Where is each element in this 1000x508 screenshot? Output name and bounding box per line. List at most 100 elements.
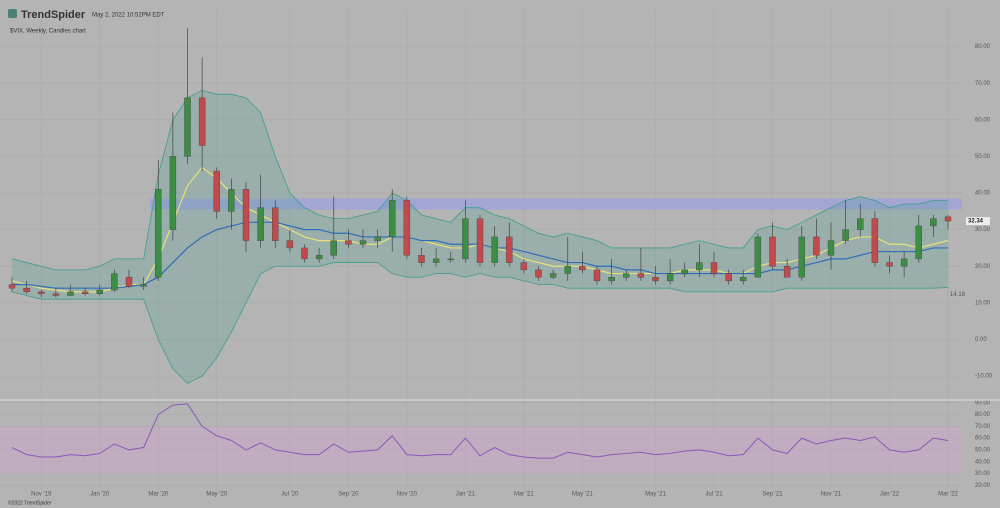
candle-body <box>725 273 732 282</box>
y-tick-label: 20.00 <box>975 483 991 489</box>
y-tick-label: 40.00 <box>975 191 991 197</box>
candle-body <box>915 225 922 260</box>
candle-body <box>696 262 703 271</box>
candle-body <box>871 218 879 263</box>
candle-body <box>623 273 630 278</box>
candle-body <box>257 207 264 241</box>
price-tag <box>966 217 990 226</box>
candle-body <box>198 97 206 146</box>
y-tick-label: 30.00 <box>975 471 991 477</box>
candle-body <box>418 255 425 263</box>
rsi-line <box>11 403 949 459</box>
x-tick-label: Mar '20 <box>148 492 168 498</box>
candle-body <box>374 236 381 241</box>
candle-body <box>710 262 718 274</box>
candle-body <box>330 240 337 256</box>
x-tick-label: Jan '21 <box>456 492 476 498</box>
y-tick-label: 50.00 <box>975 154 991 160</box>
candle-body <box>301 247 308 260</box>
y-tick-label: 40.00 <box>975 459 991 465</box>
x-tick-label: Jul '20 <box>281 492 299 498</box>
candle-body <box>96 289 103 294</box>
y-tick-label: 80.00 <box>975 44 991 50</box>
y-tick-label: 80.00 <box>975 412 991 418</box>
chart-title: $VIX, Weekly, Candles chart <box>10 29 86 35</box>
x-tick-label: Mar '21 <box>514 492 534 498</box>
y-tick-label: 30.00 <box>975 227 991 233</box>
candle-body <box>52 293 60 296</box>
candle-body <box>637 273 645 278</box>
candle-body <box>476 218 484 263</box>
x-tick-label: Jan '20 <box>90 492 110 498</box>
overlay-line <box>11 262 949 384</box>
y-tick-label: 20.00 <box>975 264 991 270</box>
candle-body <box>125 277 133 287</box>
y-tick-label: 90.00 <box>975 400 991 406</box>
candle-body <box>228 189 235 212</box>
candle-body <box>783 266 791 278</box>
candle-body <box>184 97 191 157</box>
candle-body <box>564 266 571 274</box>
footer: ©2022 TrendSpider <box>8 499 52 506</box>
y-tick-label: 0.00 <box>975 337 987 343</box>
rsi-band <box>0 426 962 474</box>
candle-body <box>886 262 893 267</box>
candle-body <box>462 218 469 260</box>
candle-body <box>81 291 89 294</box>
candle-body <box>549 273 557 278</box>
candle-body <box>813 236 820 256</box>
candle-body <box>666 273 674 282</box>
candle-body <box>535 269 542 278</box>
x-tick-label: May '20 <box>206 492 227 498</box>
price-label: 32.34 <box>968 219 984 225</box>
x-tick-label: Mar '22 <box>938 492 958 498</box>
x-tick-label: Nov '21 <box>821 492 842 498</box>
candle-body <box>23 287 30 293</box>
y-tick-label: 50.00 <box>975 447 991 453</box>
candle-body <box>447 258 454 261</box>
x-tick-label: Jan '22 <box>880 492 900 498</box>
candle-body <box>798 236 805 278</box>
x-tick-label: Nov '19 <box>31 492 52 498</box>
candle-body <box>169 156 177 230</box>
y-tick-label: -10.00 <box>975 374 993 380</box>
candle-body <box>140 284 147 287</box>
candle-body <box>900 258 908 267</box>
candle-body <box>242 189 250 241</box>
candle-body <box>286 240 294 249</box>
x-tick-label: Nov '20 <box>397 492 418 498</box>
grid: -10.00 0.00 10.00 20.00 30.00 40.00 50.00 60.00… <box>0 10 993 498</box>
candle-body <box>593 269 601 282</box>
candle-body <box>754 236 762 278</box>
x-tick-label: Sep '21 <box>762 492 783 498</box>
candle-body <box>38 291 45 294</box>
candle-body <box>681 269 688 274</box>
candle-body <box>432 258 440 263</box>
candle-body <box>8 284 16 289</box>
candle-body <box>944 216 952 222</box>
candle-body <box>359 240 367 245</box>
candle-body <box>930 218 937 227</box>
candle-body <box>842 229 849 241</box>
x-tick-label: May '21 <box>645 492 666 498</box>
brand: TrendSpider <box>21 9 86 21</box>
y-tick-label: 10.00 <box>975 300 991 306</box>
x-tick-label: Jul '21 <box>705 492 723 498</box>
candle-body <box>769 236 776 267</box>
band-label: 14.18 <box>950 292 966 298</box>
candle-body <box>491 236 498 263</box>
candle-body <box>213 170 220 212</box>
candle-body <box>740 277 747 282</box>
y-tick-label: 60.00 <box>975 436 991 442</box>
candle-body <box>652 277 659 282</box>
overlay-line <box>11 90 948 271</box>
y-tick-label: 60.00 <box>975 117 991 123</box>
candle-body <box>520 262 528 271</box>
y-tick-label: 70.00 <box>975 81 991 87</box>
candle-body <box>857 218 864 230</box>
timestamp: May 2, 2022 10:52PM EDT <box>92 13 165 19</box>
y-tick-label: 70.00 <box>975 424 991 430</box>
candle-body <box>272 207 279 241</box>
plot: 32.34 14.18 <box>0 28 990 474</box>
